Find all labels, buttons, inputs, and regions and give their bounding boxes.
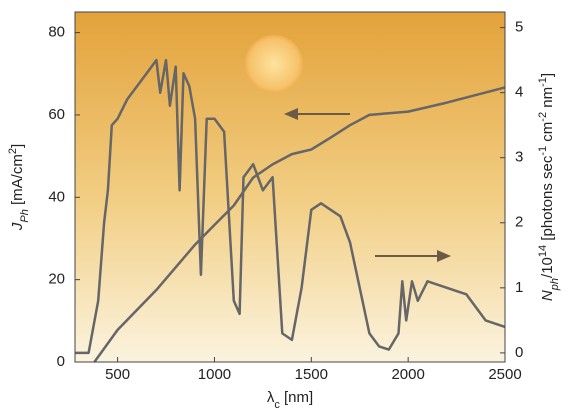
- label-part: N: [539, 290, 556, 301]
- y2-tick-label: 4: [515, 84, 523, 101]
- label-part: Ph: [19, 209, 31, 222]
- x-tick-label: 2500: [488, 366, 521, 383]
- plot-frame: [74, 11, 506, 363]
- series-line: [93, 86, 506, 363]
- y-tick-label: 20: [48, 271, 65, 288]
- y2-tick-label: 3: [515, 149, 523, 166]
- x-tick-label: 1500: [295, 366, 328, 383]
- label-part: [nm]: [280, 389, 313, 406]
- sun-icon: [245, 35, 303, 93]
- x-tick-label: 1000: [198, 366, 231, 383]
- label-part: 14: [537, 245, 549, 257]
- x-axis-label: λc [nm]: [267, 389, 313, 411]
- y-tick-label: 0: [57, 353, 65, 370]
- label-part: -1: [537, 146, 549, 156]
- y2-tick-label: 0: [515, 344, 523, 361]
- label-part: λ: [267, 389, 275, 406]
- y-axis-label: JPh [mA/cm2]: [7, 144, 31, 231]
- y2-axis-label: Nph/1014 [photons sec-1 cm-2 nm-1]: [537, 73, 561, 301]
- label-part: nm: [539, 87, 556, 112]
- series-line: [75, 58, 506, 355]
- y2-tick-label: 5: [515, 19, 523, 36]
- y-tick-label: 60: [48, 106, 65, 123]
- y2-tick-label: 1: [515, 279, 523, 296]
- label-part: ]: [9, 144, 26, 148]
- y-tick-label: 80: [48, 24, 65, 41]
- y-tick-label: 40: [48, 188, 65, 205]
- label-part: ph: [549, 278, 561, 291]
- plot: [75, 58, 506, 363]
- label-part: ]: [539, 73, 556, 77]
- x-tick-label: 2000: [391, 366, 424, 383]
- label-part: J: [9, 222, 26, 231]
- label-part: c: [274, 399, 280, 411]
- label-part: [mA/cm: [9, 154, 26, 209]
- label-part: -2: [537, 112, 549, 122]
- label-part: -1: [537, 77, 549, 87]
- y2-tick-label: 2: [515, 214, 523, 231]
- label-part: /10: [539, 257, 556, 278]
- label-part: cm: [539, 122, 556, 146]
- label-part: [photons sec: [539, 155, 556, 245]
- x-tick-label: 500: [105, 366, 130, 383]
- label-part: 2: [7, 148, 19, 154]
